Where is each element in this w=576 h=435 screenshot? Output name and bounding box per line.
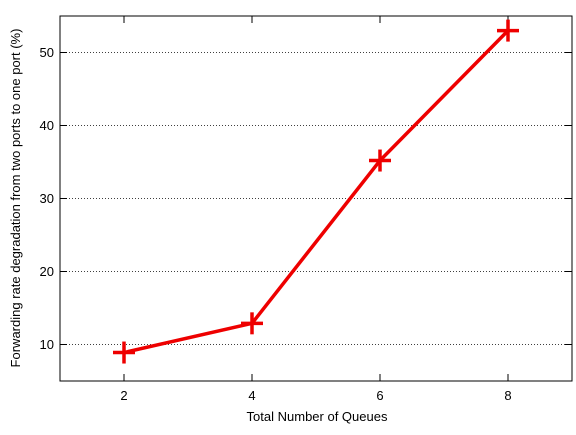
y-axis-title: Forwarding rate degradation from two por…	[8, 29, 23, 368]
x-tick-label: 6	[376, 388, 383, 403]
y-tick-label: 20	[40, 264, 54, 279]
series-line-0	[123, 29, 510, 355]
y-tick-label: 10	[40, 337, 54, 352]
tick-marks	[60, 16, 572, 381]
x-tick-label: 2	[120, 388, 127, 403]
tick-labels: 10 20 30 40 50 2 4 6 8	[40, 45, 512, 403]
data-point-8	[497, 19, 519, 42]
data-point-6	[369, 149, 391, 172]
y-tick-label: 40	[40, 118, 54, 133]
x-tick-label: 4	[248, 388, 255, 403]
grid-lines	[60, 52, 572, 345]
y-tick-label: 30	[40, 191, 54, 206]
y-tick-label: 50	[40, 45, 54, 60]
series-layer	[113, 19, 519, 364]
data-point-2	[113, 341, 135, 364]
x-tick-label: 8	[504, 388, 511, 403]
x-axis-title: Total Number of Queues	[247, 409, 388, 424]
data-point-4	[241, 312, 263, 335]
